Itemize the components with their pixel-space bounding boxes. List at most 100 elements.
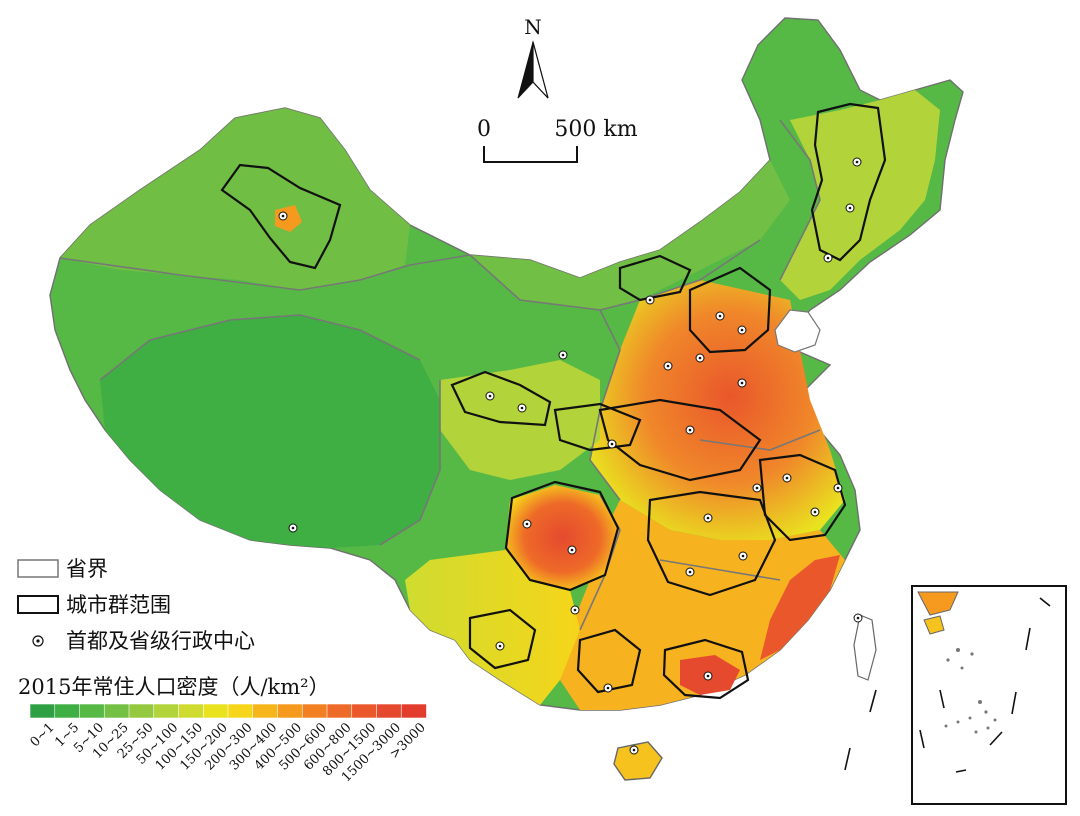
central-plains-agglomeration (598, 398, 762, 482)
beijing-tianjin-hebei-agglomeration (688, 266, 772, 354)
urban-agglomeration-label: 城市群范围 (66, 593, 171, 617)
tianshan-north-agglomeration (220, 163, 342, 270)
density-class-swatch (103, 703, 130, 719)
density-class-label: 0~1 (28, 720, 58, 750)
inset-hainan (923, 615, 945, 635)
density-class-labels: 0~11~55~1010~2525~5050~100100~150150~200… (28, 720, 429, 785)
southwest-plateau (405, 550, 580, 705)
capital-marker (663, 361, 673, 371)
tibet-north-boundary (99, 314, 421, 381)
inset-coast (917, 591, 959, 616)
capital-marker (852, 157, 862, 167)
capital-marker (278, 211, 288, 221)
hunan-jiangxi-boundary (659, 559, 781, 581)
capital-marker (570, 605, 580, 615)
capital-marker (833, 483, 843, 493)
capital-marker (558, 350, 568, 360)
capital-marker (738, 551, 748, 561)
capital-marker (685, 567, 695, 577)
density-class-swatch (301, 703, 328, 719)
density-class-swatch (54, 703, 81, 719)
capital-marker (685, 425, 695, 435)
capital-marker (607, 439, 617, 449)
scale-bar: 0 500 km (477, 117, 638, 163)
density-class-swatch (29, 703, 56, 719)
capital-markers (278, 157, 863, 755)
hohhot-agglomeration (618, 254, 692, 302)
capital-marker (823, 253, 833, 263)
chengdu-chongqing-agglomeration (504, 480, 620, 592)
capital-marker (485, 391, 495, 401)
guanzhong-agglomeration (553, 402, 642, 452)
scale-line (483, 146, 578, 163)
density-class-swatch (351, 703, 378, 719)
legend: 省界 城市群范围 首都及省级行政中心 2015年常住人口密度（人/km²） 0~… (17, 557, 429, 785)
capital-marker (845, 203, 855, 213)
east-coast-band (760, 555, 840, 660)
capital-marker (517, 403, 527, 413)
nine-dash-line (844, 689, 877, 771)
density-class-swatch (202, 703, 229, 719)
taiwan-island (853, 614, 877, 681)
north-arrow: N (517, 15, 549, 99)
capital-marker (752, 483, 762, 493)
capital-marker (629, 745, 639, 755)
central-transition (440, 360, 600, 480)
lanzhou-xining-agglomeration (450, 370, 552, 427)
capital-marker (603, 683, 613, 693)
central-yunnan-agglomeration (576, 628, 642, 694)
capital-legend-icon (32, 635, 44, 647)
north-arrow-half (532, 41, 549, 99)
urban-agglomeration-swatch (17, 595, 59, 614)
density-class-swatch (400, 703, 427, 719)
qinghai-east-boundary (379, 380, 441, 546)
scale-end-label: 500 km (554, 117, 637, 142)
capital-marker (522, 519, 532, 529)
density-legend-title: 2015年常住人口密度（人/km²） (18, 675, 330, 699)
province-boundary-swatch (17, 559, 59, 578)
north-label: N (524, 15, 542, 39)
north-steppe (470, 160, 790, 310)
inset-dash-line (919, 597, 1051, 773)
density-class-swatch (376, 703, 403, 719)
hainan-island (613, 741, 663, 781)
south-china-sea-inset (911, 585, 1067, 805)
province-boundary-label: 省界 (66, 557, 108, 581)
density-class-swatch (277, 703, 304, 719)
capital-marker (703, 671, 713, 681)
capital-marker (782, 473, 792, 483)
density-class-swatch (79, 703, 106, 719)
density-class-swatch (227, 703, 254, 719)
guizhou-central-agglomeration (468, 608, 537, 670)
capital-marker (715, 311, 725, 321)
capital-marker (567, 545, 577, 555)
capital-marker (737, 325, 747, 335)
density-class-swatch (326, 703, 353, 719)
capital-marker (288, 523, 298, 533)
density-class-swatch (153, 703, 180, 719)
inset-islands (944, 648, 997, 734)
province-boundaries (59, 119, 821, 631)
henan-hubei-boundary (699, 429, 821, 451)
scale-start-label: 0 (477, 117, 491, 142)
bohai-sea (774, 309, 821, 353)
heilongjiang-boundary (779, 119, 821, 281)
sea-and-islands (613, 309, 877, 781)
capital-marker (695, 353, 705, 363)
pearl-delta-agglomeration (662, 638, 750, 700)
capital-marker (737, 378, 747, 388)
density-class-swatch (128, 703, 155, 719)
harbin-changchun-agglomeration (810, 102, 887, 262)
capital-legend-label: 首都及省级行政中心 (66, 629, 255, 653)
capital-marker (703, 513, 713, 523)
capital-marker (645, 295, 655, 305)
density-class-swatch (252, 703, 279, 719)
yangtze-delta-agglomeration (758, 453, 847, 542)
density-class-swatch (178, 703, 205, 719)
sichuan-basin (505, 485, 620, 590)
urban-agglomerations (220, 102, 887, 700)
capital-marker (810, 507, 820, 517)
middle-yangtze-agglomeration (646, 490, 777, 597)
capital-marker (853, 613, 863, 623)
